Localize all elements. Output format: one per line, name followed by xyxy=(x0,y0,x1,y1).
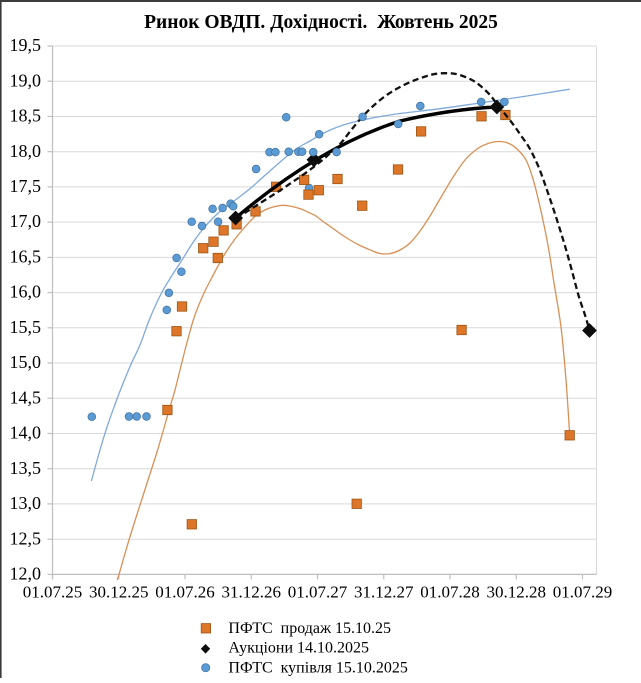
svg-text:30.12.25: 30.12.25 xyxy=(89,582,149,601)
svg-text:01.07.26: 01.07.26 xyxy=(155,582,215,601)
svg-text:12,5: 12,5 xyxy=(10,528,42,548)
svg-text:16,5: 16,5 xyxy=(10,247,42,267)
svg-text:01.07.29: 01.07.29 xyxy=(553,582,613,601)
svg-text:31.12.26: 31.12.26 xyxy=(221,582,281,601)
svg-text:17,5: 17,5 xyxy=(10,176,42,196)
svg-text:15,0: 15,0 xyxy=(10,352,42,372)
svg-text:16,0: 16,0 xyxy=(10,282,42,302)
svg-text:01.07.27: 01.07.27 xyxy=(288,582,348,601)
svg-text:12,0: 12,0 xyxy=(10,564,42,584)
svg-text:14,5: 14,5 xyxy=(10,387,42,407)
svg-text:13,5: 13,5 xyxy=(10,458,42,478)
svg-text:15,5: 15,5 xyxy=(10,317,42,337)
svg-text:ПФТС купівля 15.10.2025: ПФТС купівля 15.10.2025 xyxy=(228,659,407,676)
svg-text:18,5: 18,5 xyxy=(10,106,42,126)
svg-text:Аукціони 14.10.2025: Аукціони 14.10.2025 xyxy=(228,640,369,657)
svg-text:14,0: 14,0 xyxy=(10,423,42,443)
svg-text:01.07.28: 01.07.28 xyxy=(420,582,480,601)
svg-text:19,5: 19,5 xyxy=(10,35,42,55)
svg-text:Ринок ОВДП. Дохідності. Жовте: Ринок ОВДП. Дохідності. Жовтень 2025 xyxy=(144,12,498,33)
svg-text:17,0: 17,0 xyxy=(10,211,42,231)
svg-text:01.07.25: 01.07.25 xyxy=(23,582,83,601)
svg-text:ПФТС продаж 15.10.25: ПФТС продаж 15.10.25 xyxy=(228,620,391,637)
svg-text:19,0: 19,0 xyxy=(10,70,42,90)
svg-text:13,0: 13,0 xyxy=(10,493,42,513)
svg-text:18,0: 18,0 xyxy=(10,141,42,161)
svg-text:31.12.27: 31.12.27 xyxy=(354,582,414,601)
svg-text:30.12.28: 30.12.28 xyxy=(486,582,546,601)
